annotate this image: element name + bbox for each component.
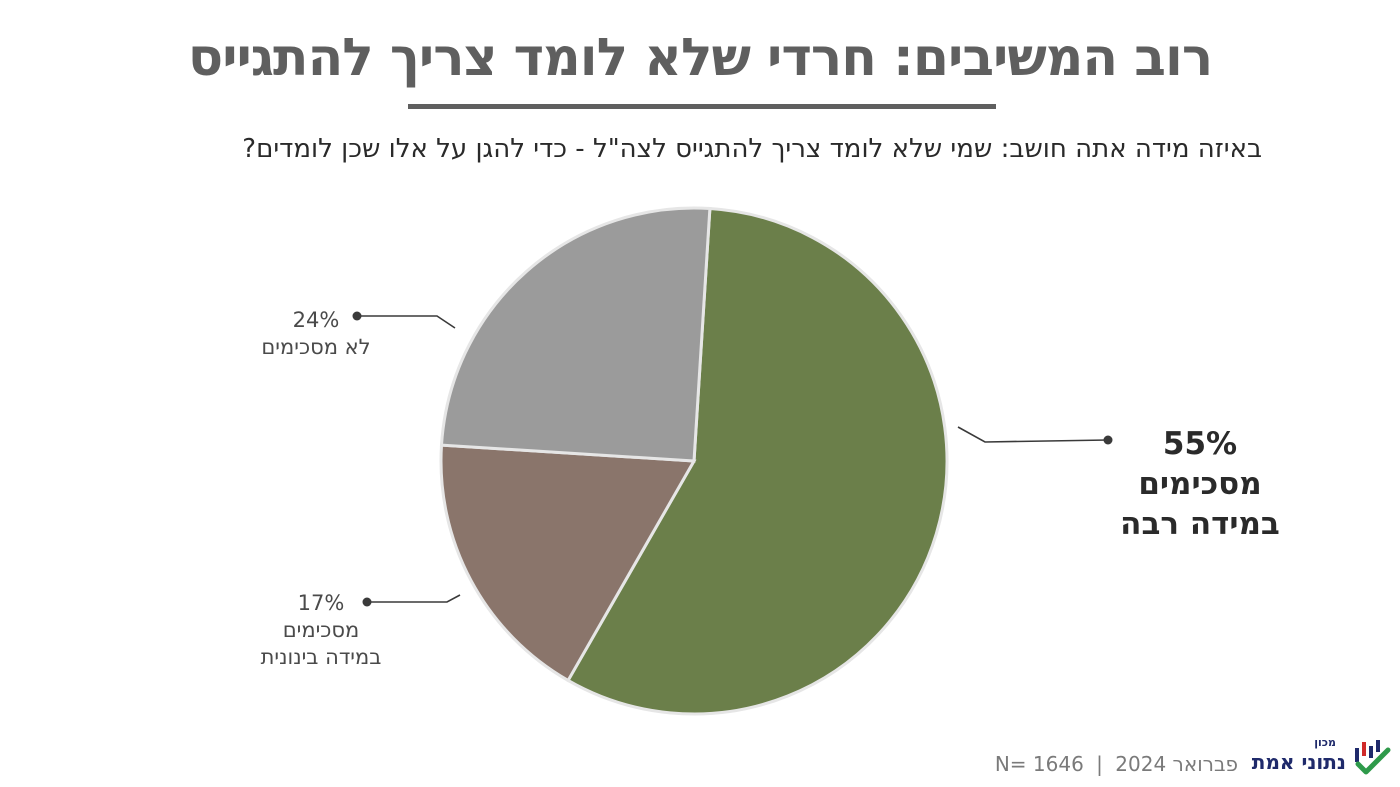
leader-dot [352, 311, 362, 321]
footer-separator: | [1096, 752, 1103, 776]
bar-chart-checkmark-icon [1355, 740, 1391, 775]
page-title: רוב המשיבים: חרדי שלא לומד צריך להתגייס [187, 28, 1213, 88]
slice-label-agree-strongly: 55% מסכימים במידה רבה [1090, 424, 1310, 544]
slice-agree-strongly [566, 206, 949, 716]
slice-text-line: מסכימים [282, 618, 360, 642]
slice-text-line: במידה בינונית [260, 645, 382, 669]
slice-text-line: מסכימים [1138, 466, 1262, 502]
slice-value-label: 24% [292, 308, 340, 332]
slice-text-line: במידה רבה [1120, 506, 1280, 542]
slice-value-label: 17% [297, 591, 345, 615]
survey-date: פברואר 2024 [1115, 752, 1238, 776]
leader-line-agree-moderately [367, 594, 461, 603]
leader-line-disagree [357, 315, 456, 329]
title-underline [408, 104, 996, 109]
slice-agree-moderately [439, 443, 697, 683]
slice-disagree [439, 206, 712, 463]
footer-meta: פברואר 2024 | N= 1646 [995, 752, 1238, 776]
slice-label-disagree: 24% לא מסכימים [236, 307, 396, 361]
logo: מכון נתוני אמת [1252, 736, 1392, 780]
leader-line-agree-strongly [957, 426, 1109, 443]
logo-small-text: מכון [1314, 736, 1336, 749]
leader-lines [352, 311, 1113, 607]
slice-text-line: לא מסכימים [261, 335, 371, 359]
logo-name: נתוני אמת [1251, 750, 1346, 774]
leader-dot [362, 597, 372, 607]
pie-slices [439, 206, 949, 716]
slice-value-label: 55% [1162, 426, 1238, 462]
slice-label-agree-moderately: 17% מסכימים במידה בינונית [236, 590, 406, 671]
leader-dot [1103, 435, 1113, 445]
sample-size: N= 1646 [994, 752, 1084, 776]
survey-question: באיזה מידה אתה חושב: שמי שלא לומד צריך ל… [242, 134, 1262, 164]
